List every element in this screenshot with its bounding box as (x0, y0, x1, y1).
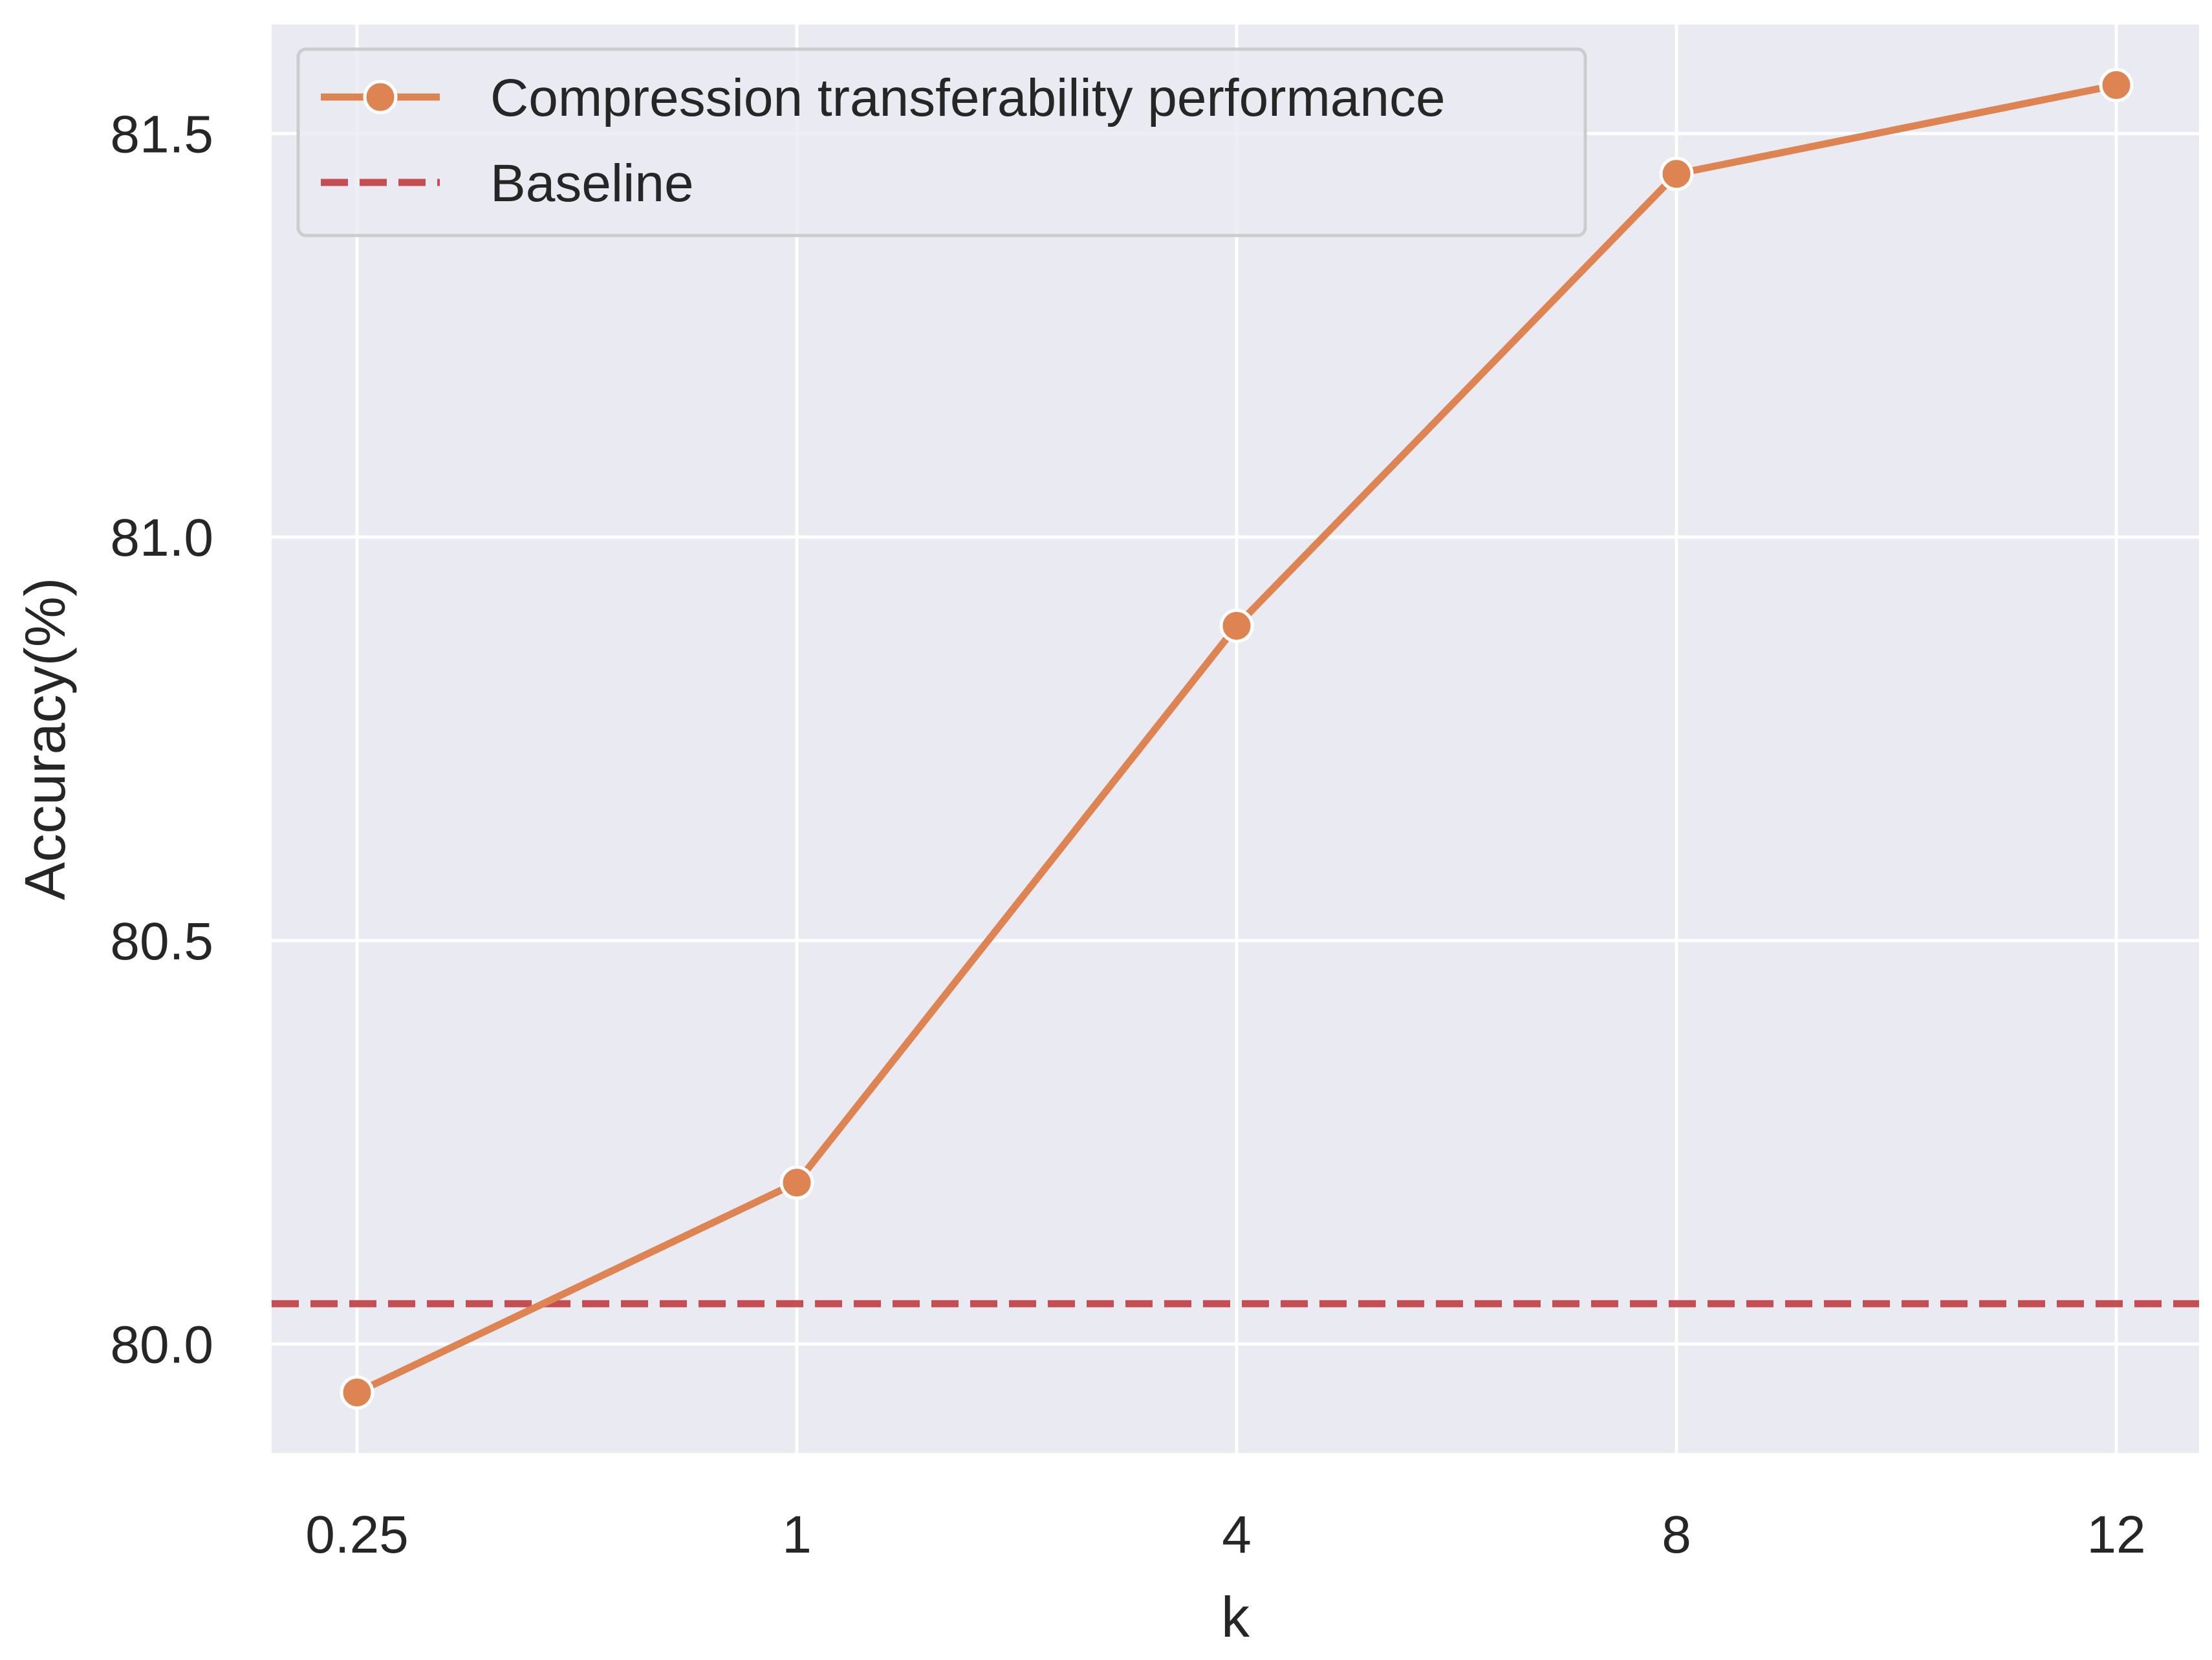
x-tick-label: 0.25 (305, 1505, 409, 1564)
x-tick-labels: 0.25 1 4 8 12 (305, 1505, 2145, 1564)
data-point (2099, 68, 2134, 103)
y-tick-label: 81.0 (110, 508, 213, 567)
x-tick-label: 8 (1662, 1505, 1691, 1564)
y-axis-label: Accuracy(%) (13, 578, 77, 901)
x-gridlines (355, 25, 2118, 1453)
x-axis-label: k (1221, 1585, 1250, 1649)
data-point (340, 1375, 374, 1410)
series-markers (340, 68, 2134, 1410)
y-tick-label: 80.5 (110, 912, 213, 971)
y-tick-labels: 80.0 80.5 81.0 81.5 (110, 105, 213, 1374)
x-tick-label: 1 (782, 1505, 812, 1564)
legend-series-marker (363, 80, 398, 115)
y-tick-label: 81.5 (110, 105, 213, 164)
legend-baseline-label: Baseline (490, 154, 694, 213)
y-tick-label: 80.0 (110, 1316, 213, 1375)
legend: Compression transferability performance … (296, 47, 1587, 237)
data-point (1659, 157, 1694, 191)
legend-series-label: Compression transferability performance (490, 69, 1446, 127)
data-point (779, 1165, 814, 1200)
x-tick-label: 4 (1222, 1505, 1252, 1564)
data-point (1219, 608, 1254, 643)
legend-box (296, 47, 1587, 237)
x-tick-label: 12 (2087, 1505, 2145, 1564)
